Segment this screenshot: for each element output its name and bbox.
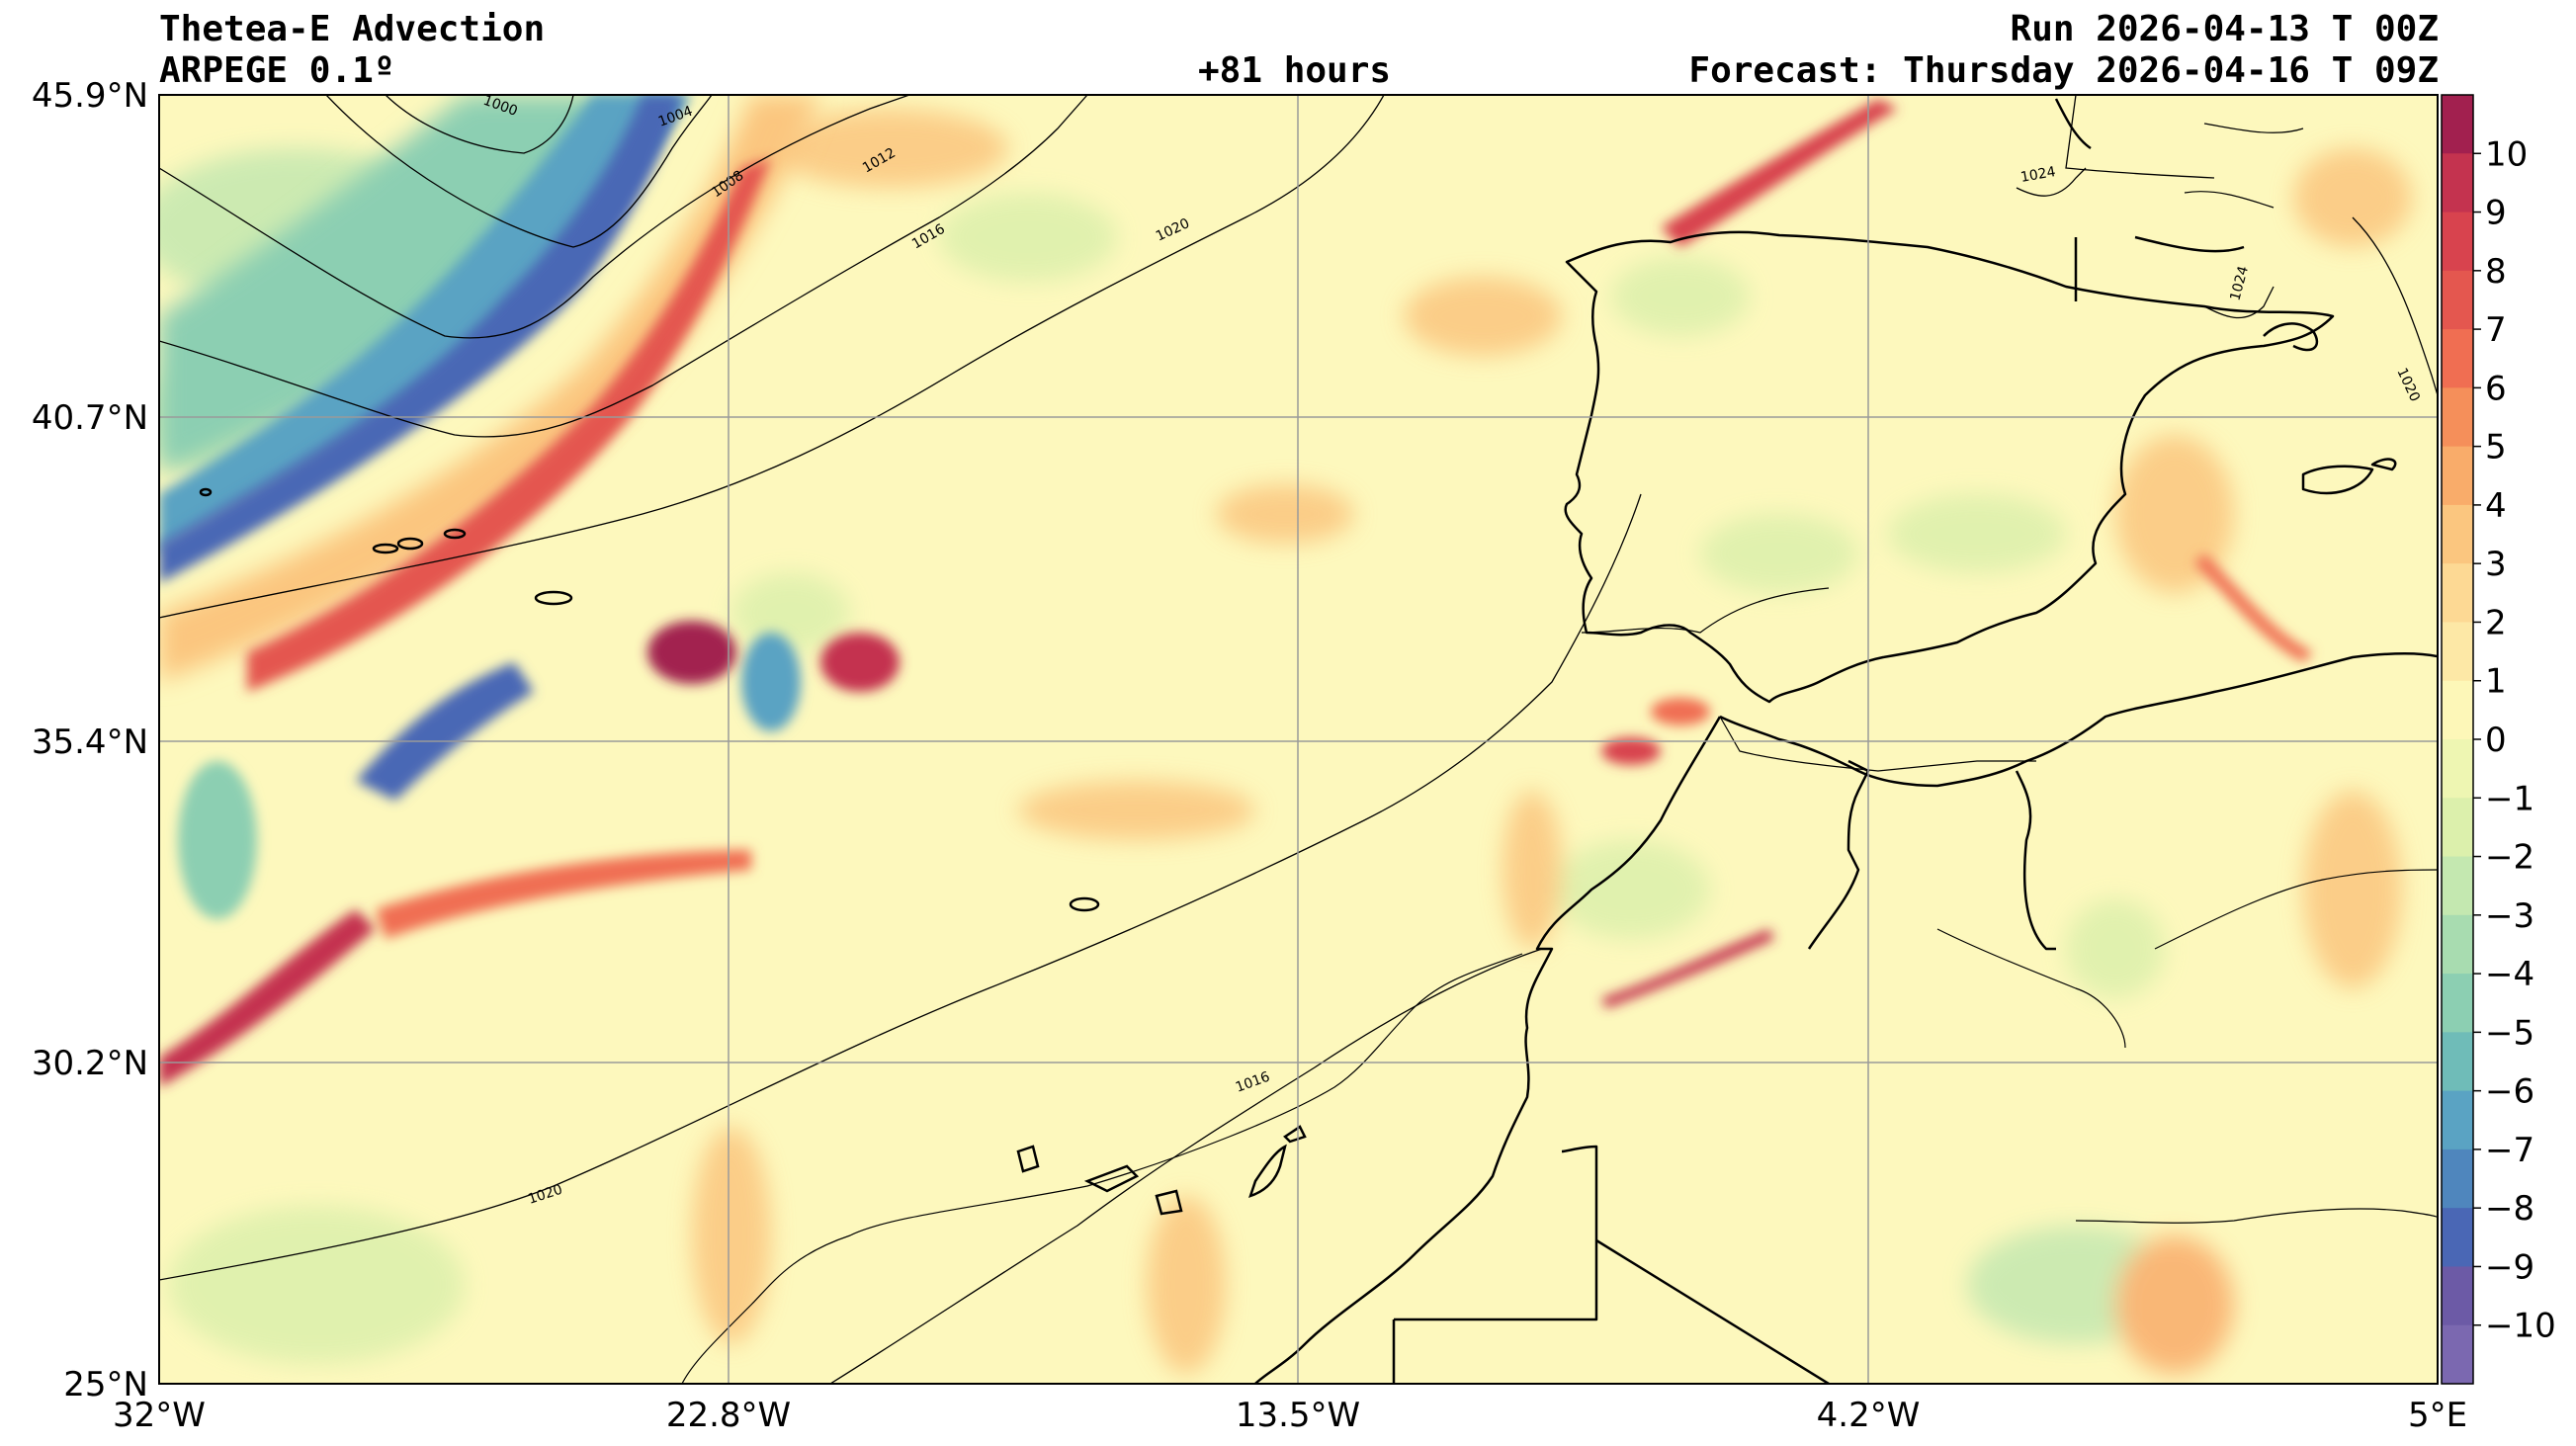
- lat-label: 45.9°N: [32, 76, 148, 116]
- isobar-label: 1024: [2019, 164, 2057, 186]
- colorbar-tick-label: −7: [2485, 1131, 2534, 1170]
- colorbar-segment: [2442, 446, 2473, 506]
- lon-label: 32°W: [113, 1396, 206, 1435]
- map-frame: [158, 94, 2439, 1385]
- colorbar-segment: [2442, 914, 2473, 975]
- colorbar-tick-label: 3: [2485, 545, 2507, 584]
- model-label: ARPEGE 0.1º: [159, 50, 395, 91]
- colorbar-segment: [2442, 974, 2473, 1033]
- colorbar-segment: [2442, 212, 2473, 272]
- lat-label: 35.4°N: [32, 723, 148, 762]
- lon-label: 4.2°W: [1817, 1396, 1921, 1435]
- colorbar-tick-label: −5: [2485, 1013, 2534, 1053]
- colorbar-tick-label: −9: [2485, 1247, 2534, 1287]
- longitude-labels: 32°W 22.8°W 13.5°W 4.2°W 5°E: [113, 1396, 2467, 1435]
- colorbar-tick-label: 9: [2485, 194, 2507, 233]
- colorbar-tick-label: 8: [2485, 252, 2507, 292]
- colorbar-tick-label: 10: [2485, 134, 2528, 174]
- lead-time-label: +81 hours: [1198, 50, 1392, 91]
- colorbar-segment: [2442, 270, 2473, 330]
- colorbar-segment: [2442, 1324, 2473, 1385]
- map-area: 1000 1004 1008 1012 1016 1020 1024 1024 …: [159, 95, 2438, 1384]
- colorbar-tick-label: −2: [2485, 838, 2534, 878]
- graticule: [159, 95, 2438, 1384]
- colorbar-tick-label: −1: [2485, 779, 2534, 818]
- isobars: [159, 95, 2438, 1384]
- colorbar-tick-label: −8: [2485, 1189, 2534, 1229]
- colorbar-segment: [2442, 1032, 2473, 1092]
- colorbar-segment: [2442, 680, 2473, 740]
- colorbar-tick-label: 7: [2485, 310, 2507, 350]
- colorbar-tick-label: −6: [2485, 1072, 2534, 1112]
- colorbar-segment: [2442, 1266, 2473, 1326]
- colorbar-segment: [2442, 1208, 2473, 1268]
- lat-label: 40.7°N: [32, 398, 148, 438]
- country-borders: [681, 123, 2438, 1384]
- warm-advection-band: [159, 95, 820, 692]
- colorbar-segment: [2442, 387, 2473, 448]
- cold-advection-band: [159, 95, 692, 583]
- colorbar-segment: [2442, 739, 2473, 799]
- map-title: Thetea-E Advection: [159, 9, 546, 49]
- colorbar-tick-label: 1: [2485, 662, 2507, 702]
- colorbar-tick-label: −10: [2485, 1307, 2556, 1346]
- cold-blobs: [178, 633, 801, 919]
- warm-cores: [159, 99, 2313, 1087]
- colorbar-segment: [2442, 95, 2473, 154]
- islands: [199, 487, 1307, 1216]
- colorbar-segment: [2442, 856, 2473, 916]
- colorbar-tick-label: 0: [2485, 721, 2507, 760]
- colorbar-segment: [2442, 563, 2473, 624]
- coastlines: [1254, 98, 2438, 1384]
- run-label: Run 2026-04-13 T 00Z: [2010, 9, 2439, 49]
- colorbar-tick-label: 2: [2485, 603, 2507, 642]
- lon-label: 22.8°W: [666, 1396, 791, 1435]
- colorbar-segment: [2442, 504, 2473, 564]
- lon-label: 13.5°W: [1236, 1396, 1360, 1435]
- colorbar-segment: [2442, 1148, 2473, 1209]
- colorbar-segment: [2442, 798, 2473, 858]
- lat-label: 25°N: [63, 1365, 148, 1404]
- lon-label: 5°E: [2408, 1396, 2467, 1435]
- lat-label: 30.2°N: [32, 1044, 148, 1083]
- advection-light-patches: [159, 109, 2412, 1374]
- colorbar-tick-label: 5: [2485, 428, 2507, 468]
- colorbar: [2441, 94, 2474, 1385]
- colorbar-segment: [2442, 1090, 2473, 1150]
- colorbar-tick-label: 6: [2485, 369, 2507, 408]
- colorbar-segment: [2442, 329, 2473, 388]
- latitude-labels: 45.9°N 40.7°N 35.4°N 30.2°N 25°N: [32, 76, 148, 1404]
- colorbar-segment: [2442, 153, 2473, 213]
- colorbar-tick-label: −4: [2485, 955, 2534, 994]
- colorbar-tick-label: −3: [2485, 896, 2534, 936]
- colorbar-tick-label: 4: [2485, 486, 2507, 526]
- colorbar-segment: [2442, 622, 2473, 682]
- forecast-label: Forecast: Thursday 2026-04-16 T 09Z: [1688, 50, 2439, 91]
